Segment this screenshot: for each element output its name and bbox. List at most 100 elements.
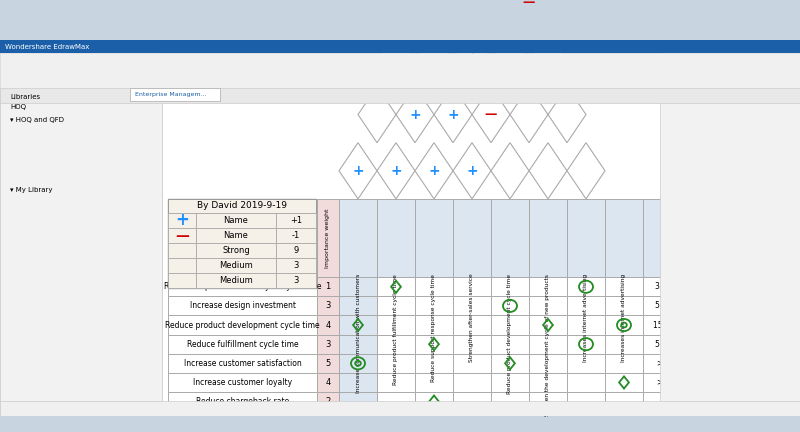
Text: Wondershare EdrawMax: Wondershare EdrawMax [5, 44, 90, 50]
FancyBboxPatch shape [168, 243, 196, 258]
Text: Name: Name [223, 231, 249, 240]
FancyBboxPatch shape [339, 335, 377, 354]
FancyBboxPatch shape [491, 354, 529, 373]
FancyBboxPatch shape [453, 315, 491, 335]
FancyBboxPatch shape [643, 411, 693, 427]
FancyBboxPatch shape [162, 95, 692, 408]
Text: 1: 1 [326, 282, 330, 291]
FancyBboxPatch shape [567, 354, 605, 373]
FancyBboxPatch shape [377, 296, 415, 315]
FancyBboxPatch shape [643, 199, 693, 277]
FancyBboxPatch shape [605, 354, 643, 373]
Text: <5%: <5% [659, 397, 677, 406]
Polygon shape [415, 30, 453, 86]
FancyBboxPatch shape [491, 277, 529, 296]
FancyBboxPatch shape [377, 199, 415, 277]
FancyBboxPatch shape [567, 315, 605, 335]
FancyBboxPatch shape [377, 373, 415, 392]
FancyBboxPatch shape [276, 243, 316, 258]
Text: 4: 4 [326, 378, 330, 387]
FancyBboxPatch shape [643, 373, 693, 392]
Text: 3: 3 [294, 261, 298, 270]
Polygon shape [529, 30, 567, 86]
Text: 4: 4 [326, 321, 330, 330]
Polygon shape [548, 86, 586, 143]
FancyBboxPatch shape [415, 392, 453, 411]
FancyBboxPatch shape [415, 335, 453, 354]
FancyBboxPatch shape [168, 213, 196, 228]
Text: 3: 3 [326, 302, 330, 311]
FancyBboxPatch shape [317, 411, 339, 427]
Text: +: + [466, 51, 478, 65]
Text: —: — [485, 108, 497, 121]
FancyBboxPatch shape [317, 296, 339, 315]
FancyBboxPatch shape [529, 277, 567, 296]
FancyBboxPatch shape [453, 392, 491, 411]
Text: 3: 3 [294, 276, 298, 286]
FancyBboxPatch shape [317, 277, 339, 296]
FancyBboxPatch shape [643, 277, 693, 296]
Text: 3 days: 3 days [655, 282, 681, 291]
Text: HOQ: HOQ [10, 104, 26, 110]
FancyBboxPatch shape [415, 296, 453, 315]
FancyBboxPatch shape [0, 40, 800, 53]
Text: Increases internet advertising: Increases internet advertising [583, 274, 589, 362]
FancyBboxPatch shape [168, 228, 196, 243]
FancyBboxPatch shape [276, 213, 316, 228]
Text: —: — [523, 0, 535, 9]
FancyBboxPatch shape [567, 199, 605, 277]
FancyBboxPatch shape [377, 392, 415, 411]
Text: 2: 2 [326, 397, 330, 406]
Text: Shorten the development cycle of new products: Shorten the development cycle of new pro… [546, 274, 550, 416]
FancyBboxPatch shape [453, 354, 491, 373]
FancyBboxPatch shape [529, 335, 567, 354]
Polygon shape [453, 143, 491, 199]
FancyBboxPatch shape [605, 296, 643, 315]
FancyBboxPatch shape [377, 335, 415, 354]
FancyBboxPatch shape [605, 411, 643, 427]
Text: ▾ HOQ and QFD: ▾ HOQ and QFD [10, 118, 64, 123]
FancyBboxPatch shape [605, 315, 643, 335]
FancyBboxPatch shape [529, 392, 567, 411]
Text: 3: 3 [326, 340, 330, 349]
Text: >50%: >50% [657, 378, 679, 387]
Text: Reduce support response cycle time: Reduce support response cycle time [431, 274, 437, 382]
Text: Baseline: Baseline [665, 274, 671, 303]
FancyBboxPatch shape [339, 354, 377, 373]
Text: 9: 9 [294, 246, 298, 255]
FancyBboxPatch shape [415, 199, 453, 277]
FancyBboxPatch shape [339, 199, 377, 277]
Text: +: + [447, 108, 459, 121]
FancyBboxPatch shape [377, 411, 415, 427]
Text: Reduce product fulfillment cycle time: Reduce product fulfillment cycle time [394, 274, 398, 384]
Text: By David 2019-9-19: By David 2019-9-19 [197, 201, 287, 210]
FancyBboxPatch shape [0, 53, 800, 92]
FancyBboxPatch shape [0, 40, 162, 416]
Polygon shape [529, 143, 567, 199]
Polygon shape [472, 0, 510, 30]
FancyBboxPatch shape [605, 392, 643, 411]
FancyBboxPatch shape [168, 392, 317, 411]
FancyBboxPatch shape [415, 354, 453, 373]
Polygon shape [567, 143, 605, 199]
Text: Increases internet advertising: Increases internet advertising [622, 274, 626, 362]
FancyBboxPatch shape [168, 411, 317, 427]
FancyBboxPatch shape [491, 411, 529, 427]
FancyBboxPatch shape [529, 354, 567, 373]
Text: 5 days: 5 days [655, 340, 681, 349]
FancyBboxPatch shape [168, 315, 317, 335]
Text: Importance weight: Importance weight [326, 208, 330, 268]
Text: Medium: Medium [219, 276, 253, 286]
Text: Libraries: Libraries [10, 94, 40, 100]
Polygon shape [415, 143, 453, 199]
FancyBboxPatch shape [529, 199, 567, 277]
FancyBboxPatch shape [168, 258, 196, 273]
Polygon shape [434, 86, 472, 143]
Polygon shape [396, 86, 434, 143]
FancyBboxPatch shape [643, 392, 693, 411]
Text: Reduce product development cycle time: Reduce product development cycle time [507, 274, 513, 394]
Text: Increase design investment: Increase design investment [190, 302, 295, 311]
Polygon shape [377, 30, 415, 86]
FancyBboxPatch shape [643, 354, 693, 373]
FancyBboxPatch shape [196, 258, 276, 273]
